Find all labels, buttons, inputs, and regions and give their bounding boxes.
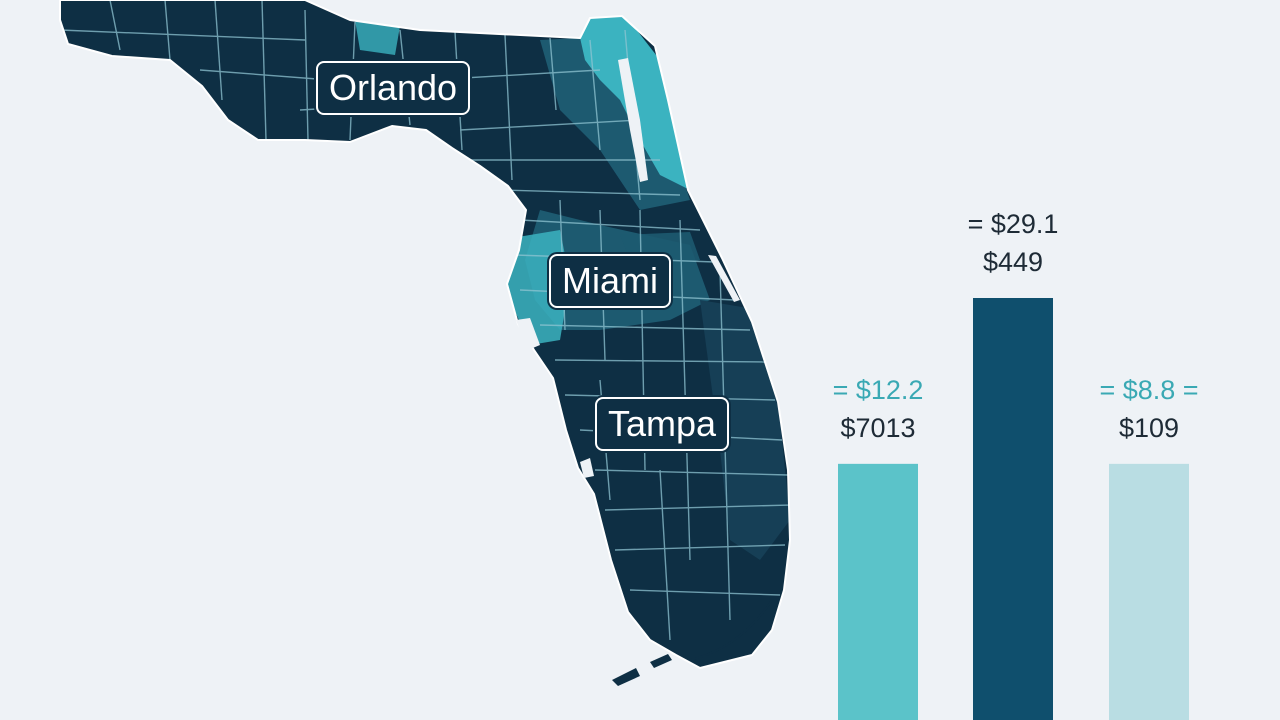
coastal-lagoon — [708, 255, 740, 302]
bar-label-2: = $29.1 $449 — [933, 208, 1093, 278]
city-label-miami: Miami — [549, 254, 671, 308]
bar-3 — [1109, 463, 1189, 720]
bay — [580, 458, 594, 478]
city-label-tampa: Tampa — [595, 397, 730, 451]
bar-secondary-label: $7013 — [840, 412, 916, 443]
florida-landmass — [60, 0, 790, 668]
bar-value-label: = $12.2 — [832, 374, 924, 405]
county-borders — [60, 0, 790, 641]
florida-keys — [612, 668, 640, 686]
bar-1 — [838, 463, 918, 720]
bay — [516, 318, 540, 350]
florida-keys — [650, 654, 672, 668]
coastline — [59, 0, 791, 669]
bar-label-3: = $8.8 = $109 — [1069, 374, 1229, 444]
city-label-orlando: Orlando — [316, 61, 471, 115]
bar-label-1: = $12.2 $7013 — [798, 374, 958, 444]
bar-2 — [973, 298, 1053, 720]
bar-secondary-label: $449 — [982, 247, 1044, 277]
florida-keys — [689, 599, 773, 661]
coastal-lagoon — [618, 58, 648, 182]
bar-secondary-label: $109 — [1118, 412, 1180, 443]
bar-value-label: = $29.1 — [967, 209, 1059, 239]
bar-value-label: = $8.8 = — [1099, 374, 1199, 405]
bar-chart — [838, 298, 1189, 720]
